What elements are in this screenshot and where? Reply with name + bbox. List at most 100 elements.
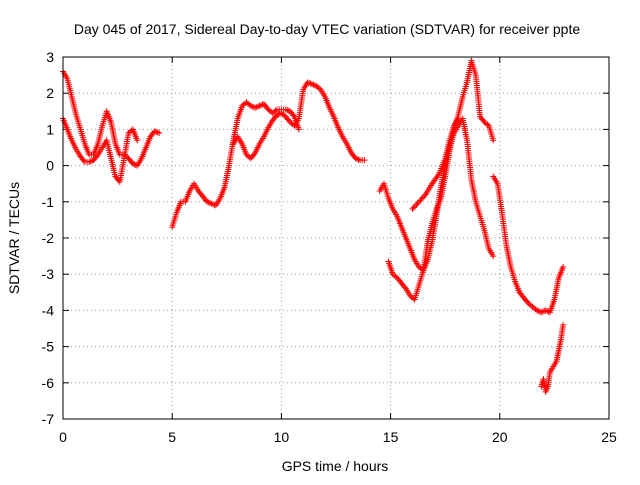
data-point [274,111,281,118]
series-track-9 [538,321,567,395]
data-point [308,81,315,88]
data-point [282,106,289,113]
data-point [252,104,259,111]
data-point [307,80,314,87]
data-point [284,107,291,114]
data-point [413,201,420,208]
data-point [560,321,567,328]
data-point [533,307,540,314]
x-tick-label: 10 [274,429,290,445]
data-point [535,308,542,315]
y-tick-label: -6 [42,375,55,391]
data-point [392,273,399,280]
series-track-4 [230,79,368,164]
y-tick-label: 3 [46,49,54,65]
series-track-3 [169,99,302,231]
data-point [131,161,138,168]
data-point [401,284,408,291]
y-axis-label: SDTVAR / TECUs [6,182,22,294]
y-tick-label: 1 [46,121,54,137]
data-point [409,206,416,213]
x-tick-label: 0 [59,429,67,445]
data-point [87,158,94,165]
data-point [355,156,362,163]
data-point [354,155,361,162]
data-point [207,200,214,207]
data-point [414,200,421,207]
data-point [251,151,258,158]
data-point [204,198,211,205]
data-point [276,110,283,117]
data-point [484,121,491,128]
y-tick-label: -1 [42,194,55,210]
y-tick-label: -5 [42,339,55,355]
y-tick-label: 0 [46,158,54,174]
data-point [205,199,212,206]
x-tick-label: 15 [383,429,399,445]
data-point [256,102,263,109]
data-point [412,203,419,210]
data-point [306,79,313,86]
x-tick-label: 5 [168,429,176,445]
data-point [304,79,311,86]
data-point [281,112,288,119]
data-point [264,105,271,112]
y-tick-label: 2 [46,85,54,101]
data-point [209,201,216,208]
data-point [290,112,297,119]
data-point [538,309,545,316]
grid [63,57,609,419]
data-point [151,128,158,135]
data-point [124,154,131,161]
series-track-6 [385,57,497,303]
data-point [455,115,462,122]
data-point [86,158,93,165]
data-point [560,263,567,270]
data-point [80,157,87,164]
data-point [544,308,551,315]
x-axis-label: GPS time / hours [282,458,389,474]
data-point [524,298,531,305]
data-point [352,155,359,162]
data-point [134,137,141,144]
data-point [421,193,428,200]
series-track-5 [376,115,497,274]
data-point [272,107,279,114]
data-point [361,157,368,164]
data-point [295,126,302,133]
data-point [310,81,317,88]
data-point [490,137,497,144]
x-tick-label: 25 [601,429,617,445]
y-tick-label: -4 [42,302,55,318]
chart-title: Day 045 of 2017, Sidereal Day-to-day VTE… [74,21,581,37]
series-track-1 [60,68,163,169]
data-point [316,85,323,92]
data-points [60,57,567,395]
data-point [286,117,293,124]
data-point [154,129,161,136]
series-track-7 [409,115,462,213]
data-point [539,308,546,315]
data-point [253,104,260,111]
data-point [290,121,297,128]
data-point [129,160,136,167]
data-point [208,200,215,207]
x-tick-label: 20 [492,429,508,445]
data-point [480,117,487,124]
data-point [153,128,160,135]
y-tick-label: -3 [42,266,55,282]
plot-frame [62,56,610,420]
data-point [418,195,425,202]
data-point [259,101,266,108]
y-tick-label: -7 [42,411,55,427]
data-point [132,161,139,168]
data-point [490,253,497,260]
series-track-8 [490,173,567,316]
y-tick-label: -2 [42,230,55,246]
data-point [247,102,254,109]
data-point [415,198,422,205]
data-point [211,201,218,208]
